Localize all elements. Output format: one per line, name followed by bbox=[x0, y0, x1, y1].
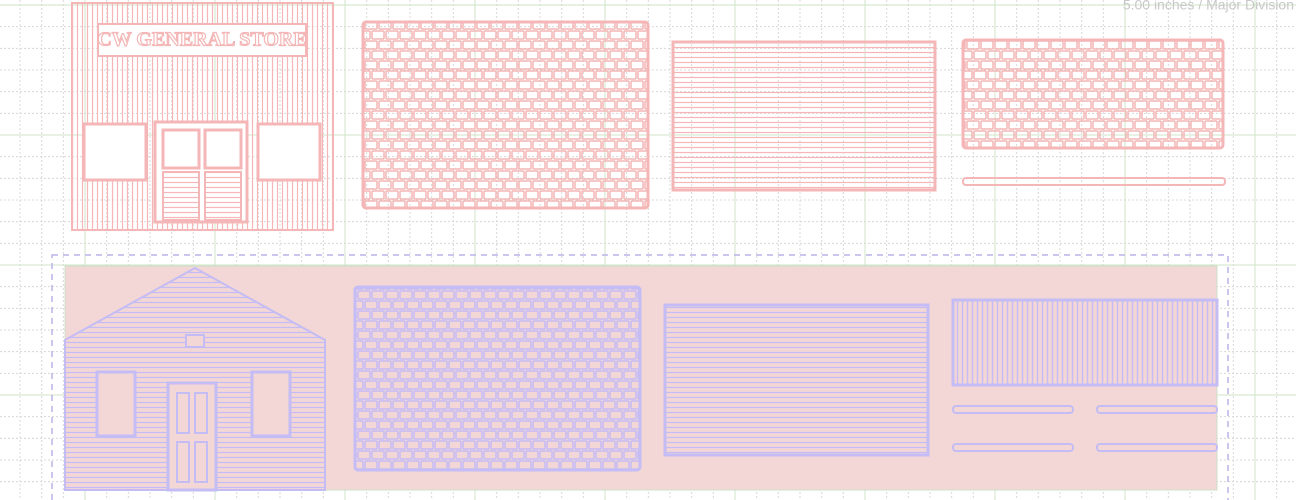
board-wall[interactable] bbox=[951, 298, 1219, 387]
trim-strip[interactable] bbox=[952, 443, 1074, 452]
trim-strip[interactable] bbox=[962, 177, 1226, 186]
scale-label: 5.00 inches / Major Division bbox=[1123, 0, 1294, 13]
sign-text: CW GENERAL STORE bbox=[97, 29, 306, 51]
stone-wall[interactable] bbox=[961, 38, 1225, 150]
house-front[interactable] bbox=[64, 266, 326, 492]
stone-wall[interactable] bbox=[361, 20, 650, 210]
siding-wall[interactable] bbox=[663, 303, 930, 457]
trim-strip[interactable] bbox=[952, 405, 1074, 414]
selection-box[interactable] bbox=[51, 254, 1229, 500]
stone-wall[interactable] bbox=[353, 285, 642, 472]
siding-wall[interactable] bbox=[671, 40, 937, 192]
trim-strip[interactable] bbox=[1096, 405, 1218, 414]
trim-strip[interactable] bbox=[1096, 443, 1218, 452]
store-front[interactable]: CW GENERAL STORE bbox=[71, 2, 334, 231]
